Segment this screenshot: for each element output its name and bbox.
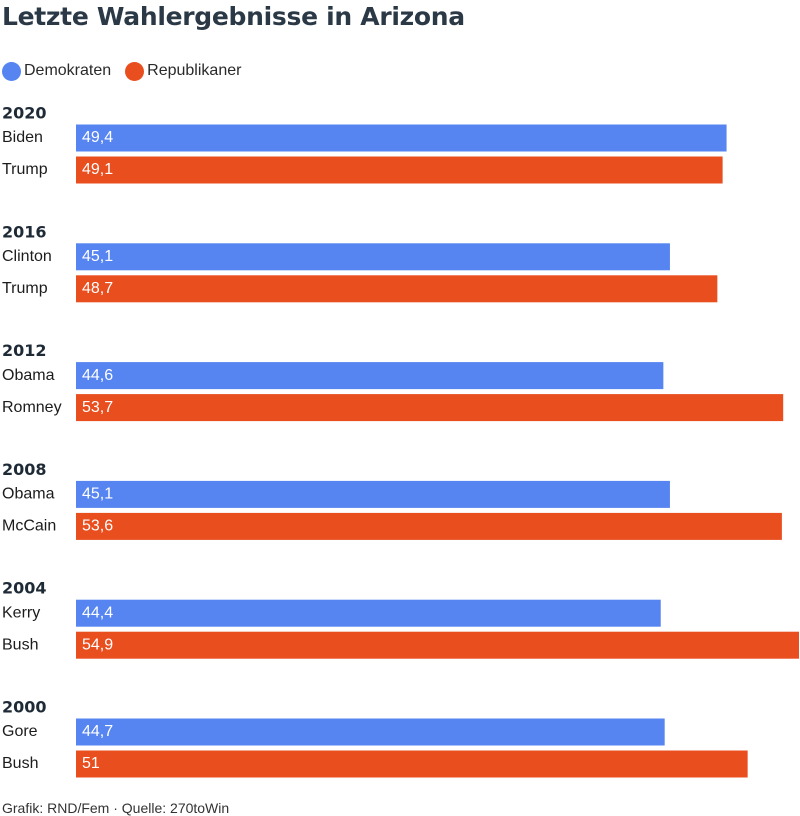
candidate-label-kerry-2004: Kerry xyxy=(2,604,40,621)
candidate-label-romney-2012: Romney xyxy=(2,399,62,416)
bar-trump-2020 xyxy=(76,156,723,184)
candidate-label-mccain-2008: McCain xyxy=(2,518,56,535)
year-label-2016: 2016 xyxy=(2,222,47,241)
value-label-mccain-2008: 53,6 xyxy=(82,518,113,535)
value-label-kerry-2004: 44,4 xyxy=(82,604,113,621)
value-label-bush-2000: 51 xyxy=(82,755,100,772)
year-label-2020: 2020 xyxy=(2,104,47,123)
value-label-bush-2004: 54,9 xyxy=(82,636,113,653)
bar-obama-2008 xyxy=(76,480,670,508)
year-label-2000: 2000 xyxy=(2,698,47,717)
bar-romney-2012 xyxy=(76,394,784,422)
legend-label-republikaner: Republikaner xyxy=(147,62,242,79)
candidate-label-obama-2012: Obama xyxy=(2,367,55,384)
bar-clinton-2016 xyxy=(76,243,670,271)
bar-obama-2012 xyxy=(76,362,664,390)
candidate-label-trump-2020: Trump xyxy=(2,161,48,178)
legend-item-republikaner: Republikaner xyxy=(125,61,242,81)
bar-gore-2000 xyxy=(76,718,665,746)
legend-swatch-republikaner xyxy=(125,61,145,81)
value-label-trump-2016: 48,7 xyxy=(82,280,113,297)
chart-title: Letzte Wahlergebnisse in Arizona xyxy=(2,2,465,31)
value-label-gore-2000: 44,7 xyxy=(82,723,113,740)
year-label-2008: 2008 xyxy=(2,460,47,479)
bar-bush-2004 xyxy=(76,631,799,659)
candidate-label-bush-2004: Bush xyxy=(2,636,38,653)
candidate-label-clinton-2016: Clinton xyxy=(2,248,52,265)
value-label-obama-2012: 44,6 xyxy=(82,367,113,384)
legend: Demokraten Republikaner xyxy=(2,60,255,82)
candidate-label-obama-2008: Obama xyxy=(2,486,55,503)
candidate-label-biden-2020: Biden xyxy=(2,129,43,146)
bar-kerry-2004 xyxy=(76,599,661,627)
bar-bush-2000 xyxy=(76,750,748,778)
value-label-romney-2012: 53,7 xyxy=(82,399,113,416)
year-label-2012: 2012 xyxy=(2,341,47,360)
legend-item-demokraten: Demokraten xyxy=(2,61,112,81)
candidate-label-bush-2000: Bush xyxy=(2,755,38,772)
footer-credits: Grafik: RND/Fem · Quelle: 270toWin xyxy=(2,800,230,816)
legend-label-demokraten: Demokraten xyxy=(24,62,112,79)
candidate-label-trump-2016: Trump xyxy=(2,280,48,297)
bar-trump-2016 xyxy=(76,275,718,303)
year-label-2004: 2004 xyxy=(2,579,47,598)
value-label-obama-2008: 45,1 xyxy=(82,486,113,503)
value-label-trump-2020: 49,1 xyxy=(82,161,113,178)
bar-biden-2020 xyxy=(76,124,727,152)
candidate-label-gore-2000: Gore xyxy=(2,723,38,740)
value-label-biden-2020: 49,4 xyxy=(82,129,113,146)
value-label-clinton-2016: 45,1 xyxy=(82,248,113,265)
legend-swatch-demokraten xyxy=(2,61,21,81)
bar-mccain-2008 xyxy=(76,512,782,540)
